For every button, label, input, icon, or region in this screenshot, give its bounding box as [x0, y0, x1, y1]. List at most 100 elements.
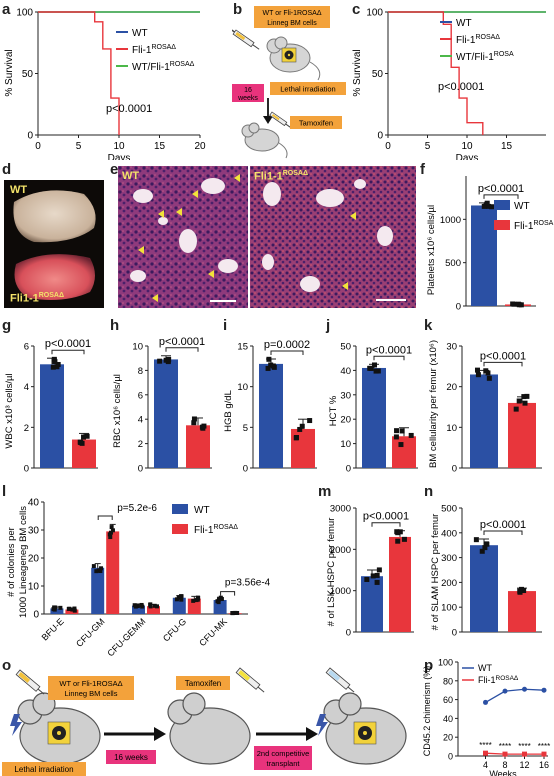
data-point — [230, 611, 235, 616]
y-tick-label: 0 — [452, 628, 457, 639]
data-point — [109, 525, 114, 530]
legend-swatch — [172, 504, 188, 514]
y-tick-label: 0 — [377, 131, 383, 142]
irradiation-box — [270, 82, 346, 95]
data-point — [94, 569, 99, 574]
donor-line1: WT or Fli-1ROSAΔ — [59, 679, 122, 688]
y-tick-label: 400 — [441, 528, 457, 539]
y-tick-label: 2000 — [330, 545, 351, 556]
x-tick-label: 10 — [461, 141, 473, 152]
photo-label-mutant-sup: ROSAΔ — [38, 292, 64, 299]
legend-label: WT/Fli-1ROSAΔ — [132, 61, 195, 73]
y-axis-label: Platelets x10⁶ cells/µl — [426, 205, 437, 295]
x-tick-label: CFU-GEMM — [105, 616, 147, 658]
data-point — [521, 588, 527, 594]
legend-label: Fli-1ROSAΔ — [132, 44, 176, 56]
y-tick-label: 1000 — [440, 215, 461, 226]
lightning-icon — [10, 714, 22, 736]
data-point — [401, 536, 407, 542]
y-tick-label: 6 — [24, 342, 29, 353]
bar-mutant — [508, 591, 536, 632]
chart-k-bm-cellularity: 0 10 20 30 BM cellularity per femur (x10⁶) p<… — [428, 340, 542, 475]
x-tick-label: 20 — [194, 141, 206, 152]
tamoxifen-text: Tamoxifen — [299, 119, 333, 128]
histology-label-wt: WT — [122, 170, 140, 182]
legend-label: WT — [514, 201, 530, 212]
legend-label: WT — [194, 505, 210, 516]
data-point — [299, 423, 305, 429]
bar-mutant — [187, 598, 201, 614]
data-point — [524, 393, 530, 399]
data-point — [399, 428, 405, 434]
data-point — [518, 302, 524, 308]
y-axis-label: BM cellularity per femur (x10⁶) — [428, 340, 439, 468]
x-tick-label: CFU-GM — [74, 616, 107, 649]
data-point — [486, 375, 492, 381]
panel-letter-b: b — [233, 1, 243, 18]
y-tick-label: 0 — [448, 752, 453, 762]
data-point — [513, 406, 519, 412]
chart-p-chimerism: 0 20 40 60 80 100 CD45.2 chimerism (%) 4 8 12 16 We… — [422, 658, 550, 776]
bar-wt — [470, 545, 498, 632]
donor-label-box — [254, 6, 330, 28]
data-point — [194, 598, 199, 603]
x-tick-label: 15 — [154, 141, 166, 152]
data-point — [179, 597, 184, 602]
data-point — [479, 548, 485, 554]
significance-bracket — [483, 361, 523, 367]
data-point — [110, 528, 115, 533]
x-axis-label: Days — [456, 153, 479, 160]
chart-c-survival: 0 50 100 % Survival 0 5 10 15 Days p<0.0001 WT Fli-… — [352, 8, 546, 160]
data-point — [484, 200, 490, 206]
data-point — [166, 356, 172, 362]
significance-bracket — [220, 591, 236, 596]
data-point — [364, 576, 370, 582]
significance-label: **** — [518, 742, 530, 751]
data-point — [157, 358, 163, 364]
data-point — [135, 604, 140, 609]
data-point — [367, 365, 373, 371]
flow-arrow-head — [306, 727, 318, 741]
y-tick-label: 100 — [438, 658, 453, 668]
legend-label: WT — [478, 663, 492, 673]
bar-mutant — [186, 425, 210, 468]
panel-letter-n: n — [424, 483, 434, 500]
chart-n-slam: 0 100 200 300 400 500# of SLAM HSPC per femur… — [430, 504, 542, 639]
significance-label: **** — [479, 741, 491, 750]
y-tick-label: 40 — [340, 366, 351, 377]
second-line2: transplant — [267, 759, 301, 768]
data-point — [201, 423, 207, 429]
donor-label-box — [48, 676, 134, 700]
weeks-top: 16 — [244, 87, 252, 94]
data-point — [297, 426, 303, 432]
chart-j-hct: 0 10 20 30 40 50 HCT % p<0.0001 — [328, 342, 418, 475]
radiation-icon — [47, 721, 71, 745]
data-point — [266, 356, 272, 362]
radiation-icon — [353, 721, 377, 745]
y-tick-label: 20 — [446, 382, 457, 393]
syringe-icon — [269, 111, 291, 128]
panel-letter-p: p — [424, 657, 434, 674]
y-axis-label: # of colonies per — [6, 527, 17, 597]
data-point — [67, 606, 72, 611]
data-point — [55, 361, 61, 367]
bar-mutant — [147, 606, 160, 614]
data-point — [483, 750, 488, 756]
significance-bracket — [371, 522, 401, 527]
y-tick-label: 20 — [340, 415, 351, 426]
data-point — [484, 541, 490, 547]
data-point — [515, 301, 521, 307]
y-tick-label: 40 — [443, 714, 453, 724]
y-axis-label: HGB g/dL — [223, 390, 234, 432]
data-point — [474, 367, 480, 373]
data-point — [398, 442, 404, 448]
x-tick-label: BFU-E — [40, 616, 66, 642]
data-point — [81, 434, 87, 440]
radiation-icon — [281, 47, 297, 63]
tamoxifen-text: Tamoxifen — [185, 679, 221, 688]
bar-mutant — [65, 609, 79, 614]
x-tick-label: 5 — [76, 141, 82, 152]
panel-letter-j: j — [326, 317, 331, 334]
bar-mutant — [389, 536, 411, 632]
